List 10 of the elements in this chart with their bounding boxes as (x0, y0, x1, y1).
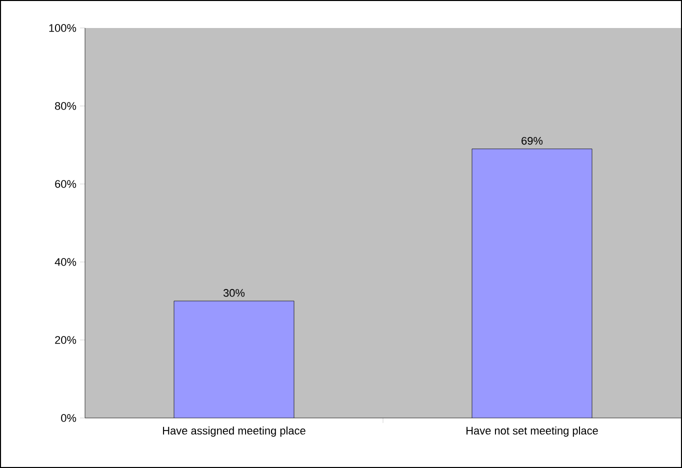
x-tick-label: Have assigned meeting place (163, 426, 306, 437)
data-label: 30% (223, 289, 245, 297)
y-tick-label: 60% (55, 180, 76, 188)
y-tick-label: 80% (55, 102, 76, 110)
y-tick-label: 40% (54, 258, 76, 266)
y-tick-label: 20% (55, 336, 76, 344)
y-tick-label: 0% (61, 414, 76, 422)
x-tick-label: Have not set meeting place (466, 426, 598, 437)
y-tick-label: 100% (49, 24, 76, 32)
data-label: 69% (522, 136, 543, 145)
